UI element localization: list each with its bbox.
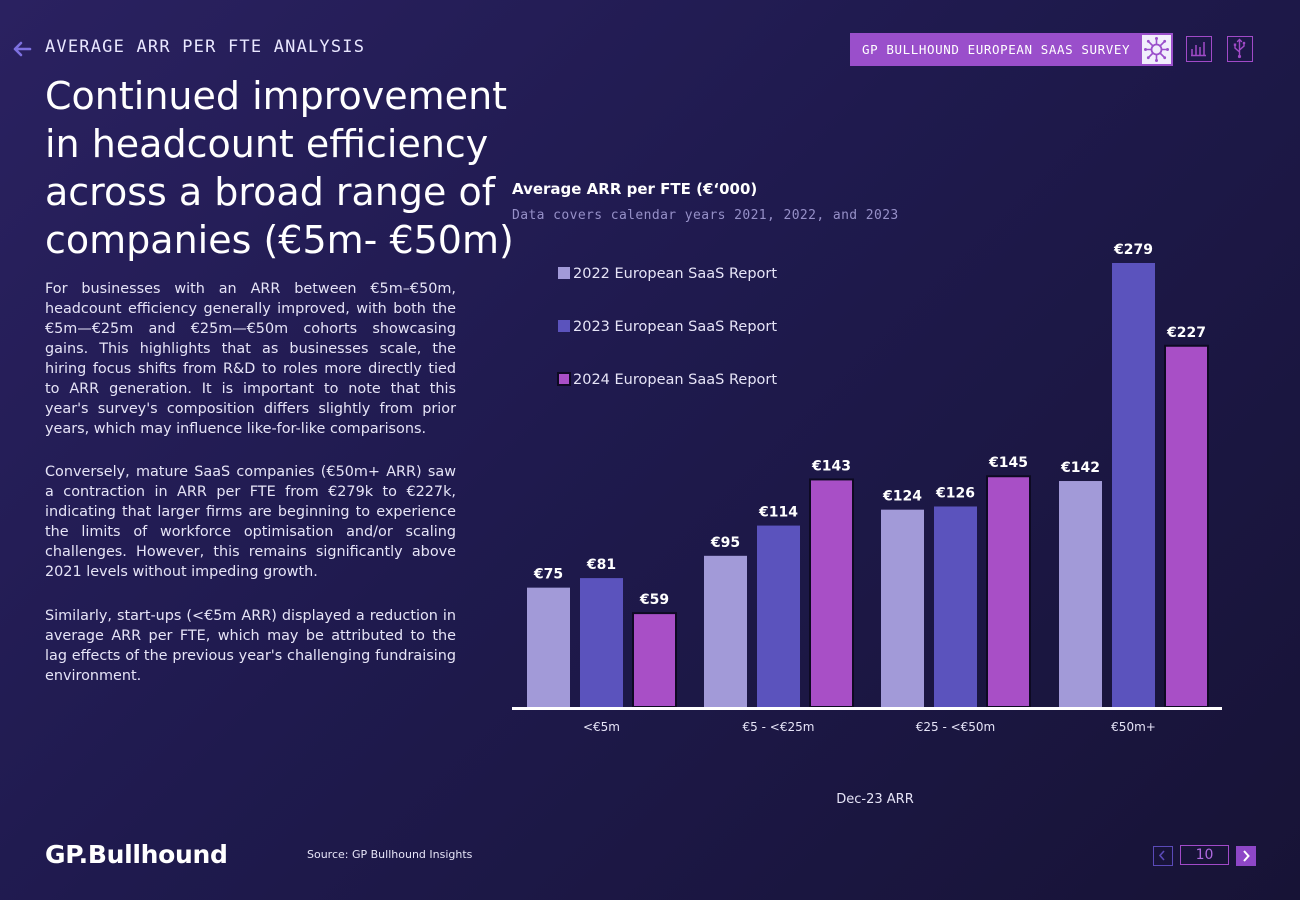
x-axis-label: Dec-23 ARR: [836, 792, 913, 807]
bar-value-label: €75: [533, 567, 563, 583]
bar-2-4: [1112, 263, 1155, 707]
legend-swatch: [558, 320, 570, 332]
legend-label: 2024 European SaaS Report: [573, 372, 777, 388]
gp-bullhound-logo: GP.Bullhound: [45, 840, 228, 869]
bar-2-2: [757, 525, 800, 707]
body-paragraph-1: For businesses with an ARR between €5m–€…: [45, 281, 456, 437]
legend-swatch: [557, 372, 571, 386]
bar-1-2: [704, 555, 747, 707]
survey-badge-button[interactable]: GP BULLHOUND EUROPEAN SAAS SURVEY: [850, 33, 1173, 66]
bar-value-label: €145: [988, 455, 1028, 471]
bar-value-label: €81: [586, 557, 616, 573]
bar-1-4: [1059, 481, 1102, 707]
legend-swatch: [558, 267, 570, 279]
bar-value-label: €126: [935, 485, 975, 501]
chart-subtitle: Data covers calendar years 2021, 2022, a…: [512, 208, 899, 223]
legend-label: 2023 European SaaS Report: [573, 319, 777, 335]
section-title: AVERAGE ARR PER FTE ANALYSIS: [45, 37, 366, 57]
source-note: Source: GP Bullhound Insights: [307, 848, 473, 861]
bar-value-label: €143: [811, 458, 851, 474]
survey-badge-label: GP BULLHOUND EUROPEAN SAAS SURVEY: [862, 42, 1131, 57]
bar-value-label: €227: [1166, 325, 1206, 341]
legend-label: 2022 European SaaS Report: [573, 266, 777, 282]
bar-2-1: [580, 578, 623, 707]
bar-1-3: [881, 509, 924, 707]
back-arrow-icon[interactable]: [11, 38, 33, 60]
bar-1-1: [527, 587, 570, 707]
body-paragraph-2: Conversely, mature SaaS companies (€50m+…: [45, 464, 456, 580]
x-tick-label: €50m+: [1111, 720, 1156, 734]
page-number-input[interactable]: 10: [1180, 845, 1229, 865]
bar-3-1: [632, 612, 677, 708]
bar-value-label: €279: [1113, 242, 1153, 258]
bar-value-label: €142: [1060, 460, 1100, 476]
x-tick-label: €25 - <€50m: [916, 720, 996, 734]
next-page-button[interactable]: [1236, 846, 1256, 866]
page-headline: Continued improvement in headcount effic…: [45, 74, 514, 262]
bar-value-label: €95: [710, 535, 740, 551]
x-tick-label: <€5m: [583, 720, 620, 734]
chart-title: Average ARR per FTE (€‘000): [512, 180, 758, 198]
x-tick-label: €5 - <€25m: [743, 720, 815, 734]
previous-page-button[interactable]: [1153, 846, 1173, 866]
bar-chart-icon[interactable]: [1186, 36, 1212, 62]
bar-value-label: €59: [639, 592, 669, 608]
bar-2-3: [934, 506, 977, 707]
bar-value-label: €114: [758, 505, 798, 521]
usb-icon[interactable]: [1227, 36, 1253, 62]
bar-value-label: €124: [882, 489, 922, 505]
body-paragraph-3: Similarly, start-ups (<€5m ARR) displaye…: [45, 608, 456, 684]
bar-chart: €75 €95 €124 €142 €81 €114 €126 €279 €59 €143 €145…: [512, 242, 1222, 807]
bar-3-4: [1164, 344, 1209, 708]
bar-3-2: [809, 478, 854, 708]
bar-3-3: [986, 475, 1031, 708]
virus-icon: [1142, 35, 1171, 64]
